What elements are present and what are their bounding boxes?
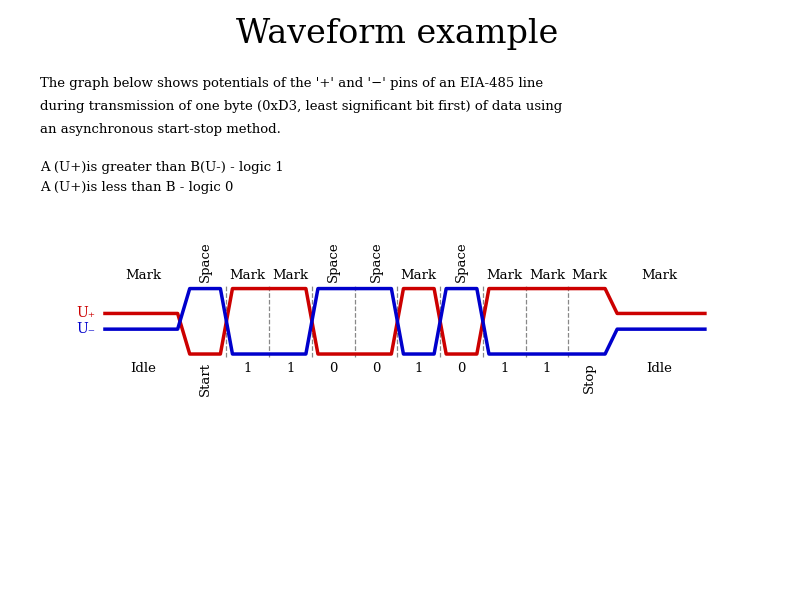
Text: Stop: Stop xyxy=(584,362,596,393)
Text: Space: Space xyxy=(198,242,211,282)
Text: Start: Start xyxy=(198,362,211,396)
Text: 1: 1 xyxy=(500,362,508,375)
Text: during transmission of one byte (0xD3, least significant bit first) of data usin: during transmission of one byte (0xD3, l… xyxy=(40,100,562,113)
Text: U₊: U₊ xyxy=(76,306,95,321)
Text: The graph below shows potentials of the '+' and '−' pins of an EIA-485 line: The graph below shows potentials of the … xyxy=(40,77,543,90)
Text: U₋: U₋ xyxy=(76,322,95,336)
Text: Mark: Mark xyxy=(486,269,522,282)
Text: 0: 0 xyxy=(372,362,380,375)
Text: 1: 1 xyxy=(543,362,551,375)
Text: A (U+)is greater than B(U-) - logic 1: A (U+)is greater than B(U-) - logic 1 xyxy=(40,161,283,174)
Text: Space: Space xyxy=(327,242,340,282)
Text: Mark: Mark xyxy=(529,269,565,282)
Text: Idle: Idle xyxy=(646,362,672,375)
Text: Mark: Mark xyxy=(572,269,607,282)
Text: Space: Space xyxy=(455,242,468,282)
Text: 1: 1 xyxy=(287,362,295,375)
Text: Mark: Mark xyxy=(125,269,161,282)
Text: 0: 0 xyxy=(329,362,337,375)
Text: Space: Space xyxy=(369,242,383,282)
Text: Idle: Idle xyxy=(130,362,156,375)
Text: an asynchronous start-stop method.: an asynchronous start-stop method. xyxy=(40,123,280,136)
Text: Mark: Mark xyxy=(641,269,677,282)
Text: 1: 1 xyxy=(414,362,423,375)
Text: Mark: Mark xyxy=(229,269,266,282)
Text: 1: 1 xyxy=(244,362,252,375)
Text: A (U+)is less than B - logic 0: A (U+)is less than B - logic 0 xyxy=(40,181,233,195)
Text: 0: 0 xyxy=(457,362,466,375)
Text: Mark: Mark xyxy=(401,269,437,282)
Text: Waveform example: Waveform example xyxy=(236,18,558,50)
Text: Mark: Mark xyxy=(272,269,309,282)
